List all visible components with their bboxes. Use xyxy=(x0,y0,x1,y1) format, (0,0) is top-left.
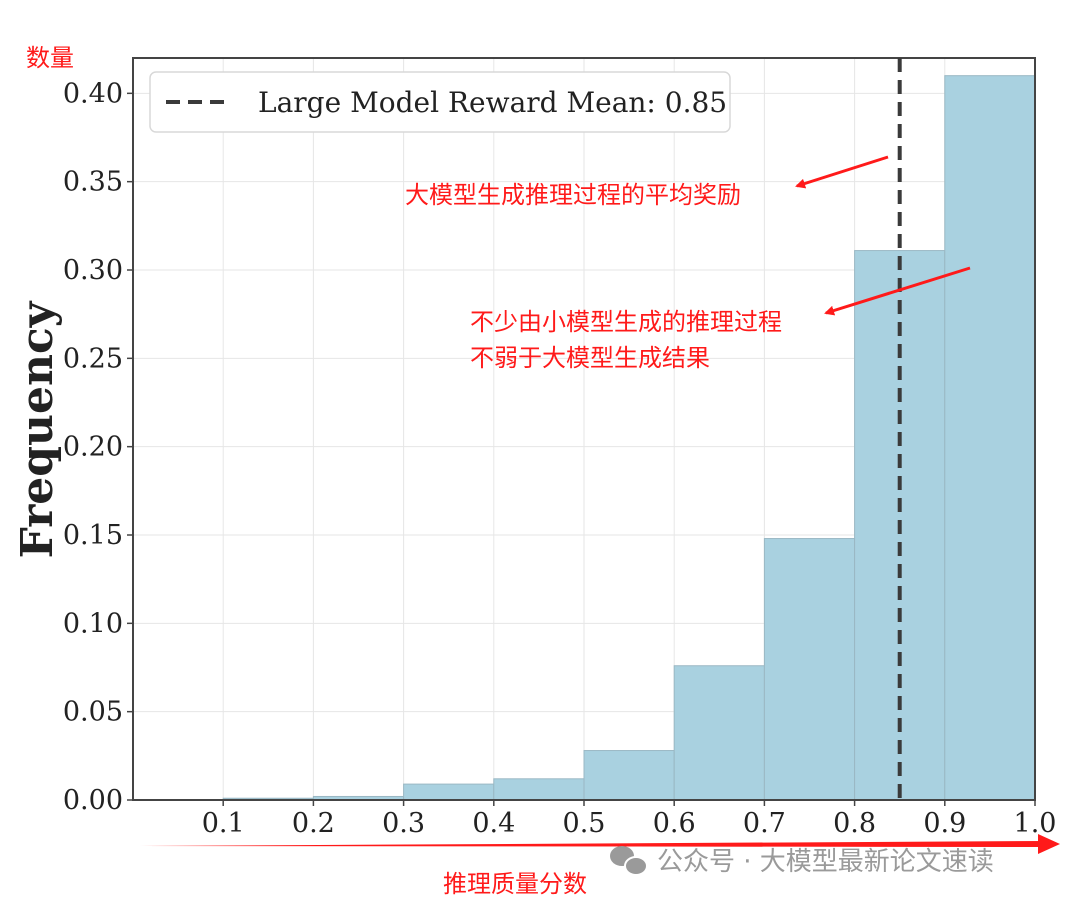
x-axis-arrow-shaft xyxy=(140,841,1045,847)
legend-label: Large Model Reward Mean: 0.85 xyxy=(258,86,727,119)
x-tick-label-1: 0.2 xyxy=(292,808,335,839)
bar-2 xyxy=(403,783,495,801)
x-axis-label: 推理质量分数 xyxy=(443,870,587,898)
y-axis-label: Frequency xyxy=(12,300,63,558)
bar-3 xyxy=(493,778,585,801)
annotation-mean-reward: 大模型生成推理过程的平均奖励 xyxy=(405,181,741,209)
x-tick-label-0: 0.1 xyxy=(202,808,245,839)
y-unit-label: 数量 xyxy=(26,44,74,72)
annotation-small-model-line2: 不弱于大模型生成结果 xyxy=(470,344,710,372)
y-tick-label-2: 0.10 xyxy=(63,608,123,639)
bar-6 xyxy=(763,538,856,801)
y-axis-ticks: 0.00 0.05 0.10 0.15 0.20 0.25 0.30 0.35 0.40 xyxy=(63,78,133,816)
y-tick-label-4: 0.20 xyxy=(63,432,123,463)
y-tick-label-6: 0.30 xyxy=(63,255,123,286)
watermark: 公众号 · 大模型最新论文速读 xyxy=(610,846,994,877)
wechat-icon xyxy=(610,846,648,876)
bar-4 xyxy=(583,750,675,801)
annotations: 大模型生成推理过程的平均奖励 不少由小模型生成的推理过程 不弱于大模型生成结果 xyxy=(405,155,971,372)
y-tick-label-7: 0.35 xyxy=(63,167,123,198)
x-tick-label-5: 0.6 xyxy=(653,808,696,839)
legend-box xyxy=(149,71,731,133)
y-tick-label-8: 0.40 xyxy=(63,78,123,109)
y-tick-label-3: 0.15 xyxy=(63,520,123,551)
x-tick-label-9: 1.0 xyxy=(1014,808,1057,839)
y-tick-label-0: 0.00 xyxy=(63,785,123,816)
x-axis-arrow xyxy=(140,834,1060,854)
bar-8 xyxy=(944,75,1036,801)
x-tick-label-7: 0.8 xyxy=(833,808,876,839)
bar-5 xyxy=(673,665,765,801)
y-tick-label-5: 0.25 xyxy=(63,343,123,374)
x-axis-arrow-head-icon xyxy=(1038,834,1060,854)
x-tick-label-2: 0.3 xyxy=(382,808,425,839)
x-tick-label-6: 0.7 xyxy=(743,808,786,839)
x-tick-label-4: 0.5 xyxy=(563,808,606,839)
legend: Large Model Reward Mean: 0.85 xyxy=(149,71,731,133)
annotation-arrow-small-model xyxy=(824,266,971,316)
annotation-arrow-mean xyxy=(795,155,889,189)
annotation-small-model-line1: 不少由小模型生成的推理过程 xyxy=(470,308,782,336)
x-tick-label-3: 0.4 xyxy=(472,808,515,839)
watermark-text: 公众号 · 大模型最新论文速读 xyxy=(657,847,994,877)
histogram-bars xyxy=(222,75,1036,801)
y-tick-label-1: 0.05 xyxy=(63,697,123,728)
x-axis-ticks: 0.1 0.2 0.3 0.4 0.5 0.6 0.7 0.8 0.9 1.0 xyxy=(202,800,1057,839)
x-tick-label-8: 0.9 xyxy=(923,808,966,839)
